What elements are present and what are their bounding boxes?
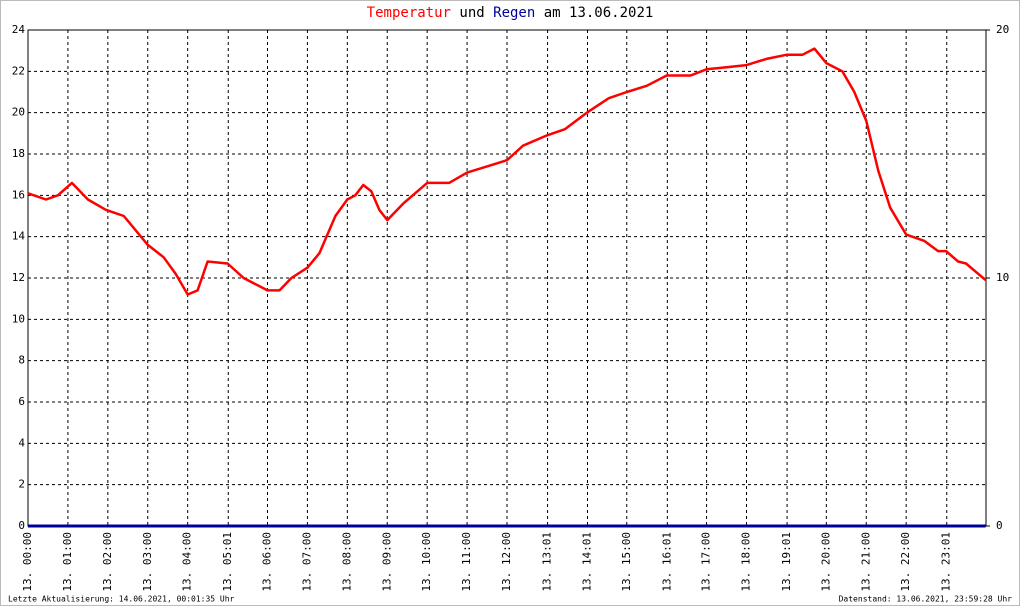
y-tick-label: 6 <box>18 395 25 408</box>
x-tick-label: 13. 18:00 <box>740 532 753 592</box>
title-date: am 13.06.2021 <box>544 5 654 21</box>
y-tick-label: 8 <box>18 354 25 367</box>
x-tick-label: 13. 05:01 <box>221 532 234 592</box>
y-tick-label: 2 <box>18 478 25 491</box>
y-tick-label: 10 <box>12 312 25 325</box>
x-tick-label: 13. 20:00 <box>819 532 832 592</box>
y2-tick-label: 10 <box>996 271 1009 284</box>
y2-tick-label: 0 <box>996 519 1003 532</box>
x-tick-label: 13. 06:00 <box>261 532 274 592</box>
y2-tick-label: 20 <box>996 23 1009 36</box>
x-tick-label: 13. 00:00 <box>21 532 34 592</box>
x-tick-label: 13. 15:00 <box>620 532 633 592</box>
x-tick-label: 13. 21:00 <box>859 532 872 592</box>
y-tick-label: 18 <box>12 147 25 160</box>
y-tick-label: 22 <box>12 64 25 77</box>
chart-title: Temperatur und Regen am 13.06.2021 <box>367 5 654 21</box>
x-tick-label: 13. 02:00 <box>101 532 114 592</box>
x-tick-label: 13. 09:00 <box>380 532 393 592</box>
x-tick-label: 13. 12:00 <box>500 532 513 592</box>
x-tick-label: 13. 14:01 <box>580 532 593 592</box>
x-tick-label: 13. 01:00 <box>61 532 74 592</box>
y-tick-label: 24 <box>12 23 26 36</box>
x-tick-label: 13. 22:00 <box>899 532 912 592</box>
x-tick-label: 13. 08:00 <box>340 532 353 592</box>
x-tick-label: 13. 13:01 <box>541 532 554 592</box>
footer-left: Letzte Aktualisierung: 14.06.2021, 00:01… <box>8 595 235 604</box>
y-tick-label: 16 <box>12 188 25 201</box>
y-tick-label: 0 <box>18 519 25 532</box>
title-series-1: Temperatur <box>367 5 451 21</box>
y-tick-label: 12 <box>12 271 25 284</box>
title-series-2: Regen <box>493 5 535 21</box>
x-tick-label: 13. 16:01 <box>660 532 673 592</box>
x-tick-label: 13. 11:00 <box>460 532 473 592</box>
y-tick-label: 20 <box>12 106 25 119</box>
x-tick-label: 13. 07:00 <box>300 532 313 592</box>
x-tick-label: 13. 03:00 <box>141 532 154 592</box>
series-line <box>27 47 987 296</box>
y-tick-label: 4 <box>18 436 25 449</box>
x-tick-label: 13. 19:01 <box>780 532 793 592</box>
x-tick-label: 13. 23:01 <box>940 532 953 592</box>
footer-right: Datenstand: 13.06.2021, 23:59:28 Uhr <box>839 595 1013 604</box>
title-connector: und <box>459 5 484 21</box>
y-tick-label: 14 <box>12 230 26 243</box>
x-tick-label: 13. 10:00 <box>420 532 433 592</box>
x-tick-label: 13. 04:00 <box>181 532 194 592</box>
x-tick-label: 13. 17:00 <box>700 532 713 592</box>
